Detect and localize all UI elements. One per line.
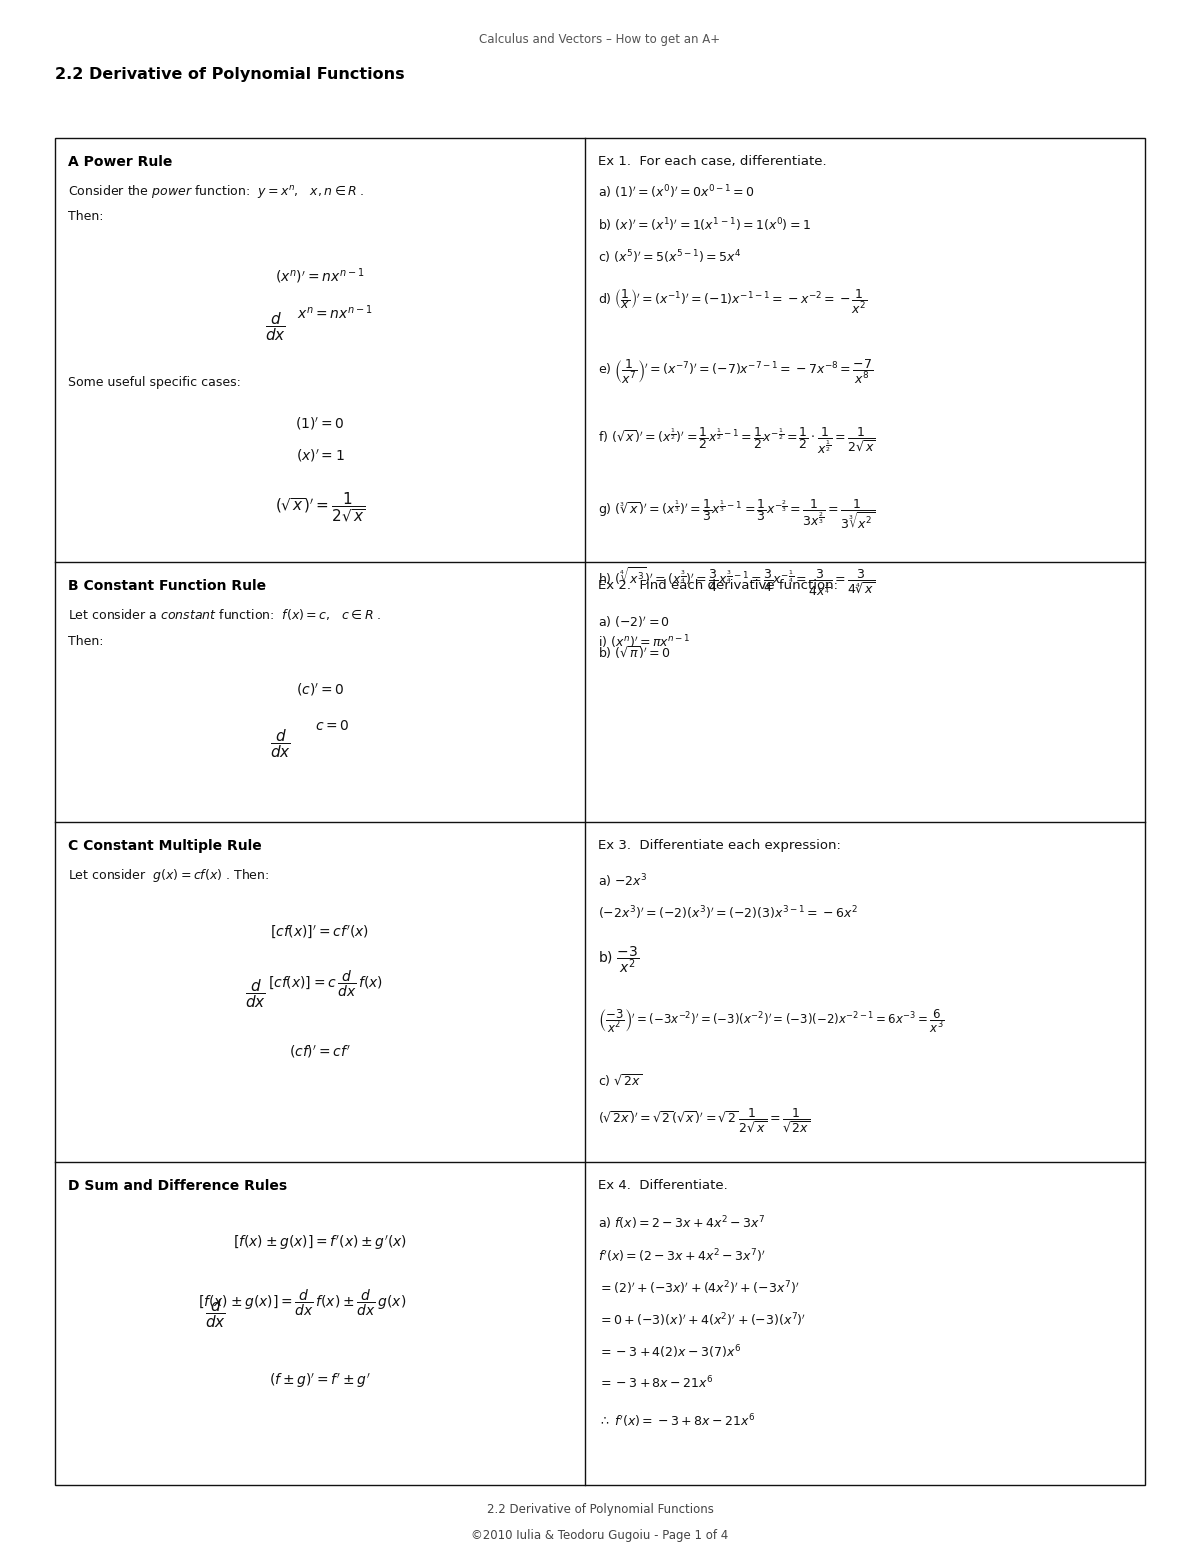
Text: Some useful specific cases:: Some useful specific cases: [68, 376, 241, 388]
Text: 2.2 Derivative of Polynomial Functions: 2.2 Derivative of Polynomial Functions [55, 67, 404, 82]
Text: Ex 3.  Differentiate each expression:: Ex 3. Differentiate each expression: [598, 839, 841, 853]
Text: $x^n = nx^{n-1}$: $x^n = nx^{n-1}$ [298, 303, 373, 321]
Text: $(1)' = 0$: $(1)' = 0$ [295, 416, 344, 432]
Text: Then:: Then: [68, 210, 103, 224]
Text: ©2010 Iulia & Teodoru Gugoiu - Page 1 of 4: ©2010 Iulia & Teodoru Gugoiu - Page 1 of… [472, 1528, 728, 1542]
Text: Then:: Then: [68, 635, 103, 648]
Text: $f'(x) = (2 - 3x + 4x^2 - 3x^7)'$: $f'(x) = (2 - 3x + 4x^2 - 3x^7)'$ [598, 1247, 766, 1264]
Text: $= 0 + (-3)(x)' + 4(x^2)' + (-3)(x^7)'$: $= 0 + (-3)(x)' + 4(x^2)' + (-3)(x^7)'$ [598, 1311, 806, 1329]
Text: $\left(\dfrac{-3}{x^2}\right)' = (-3x^{-2})' = (-3)(x^{-2})' = (-3)(-2)x^{-2-1} : $\left(\dfrac{-3}{x^2}\right)' = (-3x^{-… [598, 1006, 944, 1034]
Text: Ex 2.  Find each derivative function:: Ex 2. Find each derivative function: [598, 579, 838, 592]
Text: Ex 1.  For each case, differentiate.: Ex 1. For each case, differentiate. [598, 155, 827, 168]
Text: $\dfrac{d}{dx}$: $\dfrac{d}{dx}$ [245, 977, 265, 1009]
Text: C Constant Multiple Rule: C Constant Multiple Rule [68, 839, 262, 853]
Text: a) $f(x) = 2 - 3x + 4x^2 - 3x^7$: a) $f(x) = 2 - 3x + 4x^2 - 3x^7$ [598, 1214, 766, 1232]
Text: $[f(x) \pm g(x)] = f'(x) \pm g'(x)$: $[f(x) \pm g(x)] = f'(x) \pm g'(x)$ [233, 1235, 407, 1252]
Text: $= -3 + 8x - 21x^6$: $= -3 + 8x - 21x^6$ [598, 1374, 714, 1391]
Text: $c = 0$: $c = 0$ [314, 719, 349, 733]
Text: $(cf)' = cf'$: $(cf)' = cf'$ [289, 1044, 350, 1061]
Bar [55, 138, 1145, 1485]
Text: f) $(\sqrt{x})' = (x^{\frac{1}{2}})' = \dfrac{1}{2}x^{\frac{1}{2}-1} = \dfrac{1}: f) $(\sqrt{x})' = (x^{\frac{1}{2}})' = \… [598, 426, 876, 457]
Text: Let consider a $\mathit{constant}$ function:  $f(x) = c$,   $c \in R$ .: Let consider a $\mathit{constant}$ funct… [68, 607, 382, 623]
Text: Calculus and Vectors – How to get an A+: Calculus and Vectors – How to get an A+ [480, 34, 720, 47]
Text: $(x)' = 1$: $(x)' = 1$ [295, 447, 344, 464]
Text: $\therefore\; f'(x) = -3 + 8x - 21x^6$: $\therefore\; f'(x) = -3 + 8x - 21x^6$ [598, 1412, 755, 1430]
Text: a) $(-2)' = 0$: a) $(-2)' = 0$ [598, 613, 670, 629]
Text: e) $\left(\dfrac{1}{x^7}\right)' = (x^{-7})' = (-7)x^{-7-1} = -7x^{-8} = \dfrac{: e) $\left(\dfrac{1}{x^7}\right)' = (x^{-… [598, 359, 874, 387]
Text: b) $(x)' = (x^1)' = 1(x^{1-1}) = 1(x^0) = 1$: b) $(x)' = (x^1)' = 1(x^{1-1}) = 1(x^0) … [598, 216, 811, 233]
Text: i) $(x^n)' = \pi x^{n-1}$: i) $(x^n)' = \pi x^{n-1}$ [598, 634, 691, 651]
Text: B Constant Function Rule: B Constant Function Rule [68, 579, 266, 593]
Text: c) $\sqrt{2x}$: c) $\sqrt{2x}$ [598, 1072, 642, 1089]
Text: Let consider  $g(x) = cf(x)$ . Then:: Let consider $g(x) = cf(x)$ . Then: [68, 867, 269, 884]
Text: D Sum and Difference Rules: D Sum and Difference Rules [68, 1179, 287, 1193]
Text: a) $-2x^3$: a) $-2x^3$ [598, 871, 648, 890]
Text: b) $(\sqrt{\pi})' = 0$: b) $(\sqrt{\pi})' = 0$ [598, 644, 671, 660]
Text: h) $(\sqrt[4]{x^3})' = (x^{\frac{3}{4}})' = \dfrac{3}{4}x^{\frac{3}{4}-1} = \dfr: h) $(\sqrt[4]{x^3})' = (x^{\frac{3}{4}})… [598, 565, 876, 598]
Text: d) $\left(\dfrac{1}{x}\right)' = (x^{-1})' = (-1)x^{-1-1} = -x^{-2} = -\dfrac{1}: d) $\left(\dfrac{1}{x}\right)' = (x^{-1}… [598, 287, 868, 317]
Text: $[cf(x)] = c\,\dfrac{d}{dx}\,f(x)$: $[cf(x)] = c\,\dfrac{d}{dx}\,f(x)$ [268, 969, 383, 999]
Text: b) $\dfrac{-3}{x^2}$: b) $\dfrac{-3}{x^2}$ [598, 944, 640, 975]
Text: g) $(\sqrt[3]{x})' = (x^{\frac{1}{3}})' = \dfrac{1}{3}x^{\frac{1}{3}-1} = \dfrac: g) $(\sqrt[3]{x})' = (x^{\frac{1}{3}})' … [598, 499, 876, 533]
Text: $\dfrac{d}{dx}$: $\dfrac{d}{dx}$ [264, 311, 286, 343]
Text: $[f(x) \pm g(x)] = \dfrac{d}{dx}\,f(x) \pm \dfrac{d}{dx}\,g(x)$: $[f(x) \pm g(x)] = \dfrac{d}{dx}\,f(x) \… [198, 1287, 406, 1318]
Text: 2.2 Derivative of Polynomial Functions: 2.2 Derivative of Polynomial Functions [486, 1503, 714, 1516]
Text: $= -3 + 4(2)x - 3(7)x^6$: $= -3 + 4(2)x - 3(7)x^6$ [598, 1343, 742, 1360]
Text: $(-2x^3)' = (-2)(x^3)' = (-2)(3)x^{3-1} = -6x^2$: $(-2x^3)' = (-2)(x^3)' = (-2)(3)x^{3-1} … [598, 904, 858, 921]
Text: $(x^n)' = nx^{n-1}$: $(x^n)' = nx^{n-1}$ [275, 266, 365, 286]
Text: $(\sqrt{x})' = \dfrac{1}{2\sqrt{x}}$: $(\sqrt{x})' = \dfrac{1}{2\sqrt{x}}$ [275, 491, 366, 523]
Text: $\dfrac{d}{dx}$: $\dfrac{d}{dx}$ [270, 727, 290, 759]
Text: $(c)' = 0$: $(c)' = 0$ [295, 682, 344, 699]
Text: $\dfrac{d}{dx}$: $\dfrac{d}{dx}$ [204, 1297, 226, 1329]
Text: $(\sqrt{2x})' = \sqrt{2}(\sqrt{x})' = \sqrt{2}\,\dfrac{1}{2\sqrt{x}} = \dfrac{1}: $(\sqrt{2x})' = \sqrt{2}(\sqrt{x})' = \s… [598, 1107, 811, 1135]
Text: Ex 4.  Differentiate.: Ex 4. Differentiate. [598, 1179, 727, 1193]
Text: Consider the $\mathit{power}$ function:  $y = x^n$,   $x,n \in R$ .: Consider the $\mathit{power}$ function: … [68, 183, 365, 200]
Text: $[cf(x)]' = cf'(x)$: $[cf(x)]' = cf'(x)$ [270, 924, 370, 941]
Text: a) $(1)' = (x^0)' = 0x^{0-1} = 0$: a) $(1)' = (x^0)' = 0x^{0-1} = 0$ [598, 183, 755, 200]
Text: $(f \pm g)' = f' \pm g'$: $(f \pm g)' = f' \pm g'$ [269, 1371, 371, 1390]
Text: $= (2)' + (-3x)' + (4x^2)' + (-3x^7)'$: $= (2)' + (-3x)' + (4x^2)' + (-3x^7)'$ [598, 1280, 799, 1297]
Text: c) $(x^5)' = 5(x^{5-1}) = 5x^4$: c) $(x^5)' = 5(x^{5-1}) = 5x^4$ [598, 248, 742, 266]
Text: A Power Rule: A Power Rule [68, 155, 173, 169]
